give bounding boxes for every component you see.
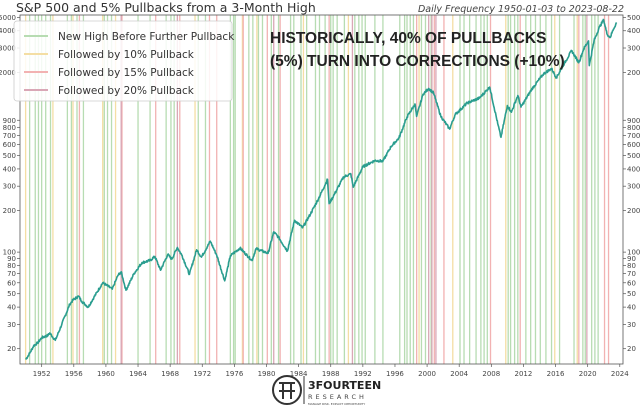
y-tick-label-right: 40 bbox=[627, 304, 636, 312]
y-tick-label-right: 400 bbox=[627, 165, 640, 173]
y-tick-label-right: 5000 bbox=[627, 14, 640, 22]
chart-subtitle: Daily Frequency 1950-01-03 to 2023-08-22 bbox=[418, 4, 624, 15]
y-tick-label-left: 700 bbox=[3, 132, 16, 140]
y-tick-label-right: 90 bbox=[627, 255, 636, 263]
y-tick-label-left: 30 bbox=[7, 321, 16, 329]
y-tick-label-right: 80 bbox=[627, 262, 636, 270]
y-tick-label-left: 200 bbox=[3, 207, 16, 215]
y-tick-label-left: 3000 bbox=[0, 45, 16, 53]
y-tick-label-left: 800 bbox=[3, 124, 16, 132]
y-tick-label-right: 30 bbox=[627, 321, 636, 329]
y-tick-label-left: 100 bbox=[3, 249, 16, 257]
x-tick-label: 1964 bbox=[129, 370, 147, 378]
x-tick-label: 1972 bbox=[193, 370, 211, 378]
y-tick-label-right: 300 bbox=[627, 183, 640, 191]
logo-circle-icon bbox=[272, 375, 302, 405]
sp500-line bbox=[24, 18, 618, 361]
legend-label: Followed by 10% Pullback bbox=[58, 49, 195, 61]
x-tick-label: 1952 bbox=[33, 370, 51, 378]
x-tick-label: 2012 bbox=[515, 370, 533, 378]
axes: 1952 1956 1960 1964 1968 1972 1976 1980 1984 1988… bbox=[0, 14, 640, 378]
y-tick-label-left: 600 bbox=[3, 141, 16, 149]
x-tick-label: 2000 bbox=[418, 370, 436, 378]
chart-title: S&P 500 and 5% Pullbacks from a 3-Month … bbox=[16, 0, 316, 15]
logo-tagline: MANAGE RISK. EXPLOIT OPPORTUNITY bbox=[308, 402, 365, 406]
y-tick-label-right: 20 bbox=[627, 345, 636, 353]
y-tick-label-right: 4000 bbox=[627, 27, 640, 35]
y-tick-label-left: 40 bbox=[7, 304, 16, 312]
y-tick-label-left: 400 bbox=[3, 165, 16, 173]
y-tick-label-right: 700 bbox=[627, 132, 640, 140]
logo-sub: RESEARCH bbox=[308, 393, 367, 401]
y-tick-label-right: 200 bbox=[627, 207, 640, 215]
x-tick-label: 1980 bbox=[258, 370, 276, 378]
x-tick-label: 1992 bbox=[354, 370, 372, 378]
plot-frame bbox=[19, 14, 624, 365]
y-tick-label-left: 5000 bbox=[0, 14, 16, 22]
x-tick-label: 1996 bbox=[386, 370, 404, 378]
legend-label: New High Before Further Pullback bbox=[58, 31, 235, 43]
y-tick-label-right: 50 bbox=[627, 290, 636, 298]
y-tick-label-right: 900 bbox=[627, 117, 640, 125]
x-tick-label: 1960 bbox=[97, 370, 115, 378]
y-tick-label-right: 500 bbox=[627, 152, 640, 160]
legend-box bbox=[13, 20, 233, 102]
y-tick-label-left: 2000 bbox=[0, 69, 16, 77]
y-tick-label-left: 80 bbox=[7, 262, 16, 270]
y-tick-label-right: 600 bbox=[627, 141, 640, 149]
y-tick-label-left: 20 bbox=[7, 345, 16, 353]
x-tick-label: 2004 bbox=[450, 370, 468, 378]
x-tick-label: 1956 bbox=[65, 370, 83, 378]
legend-label: Followed by 20% Pullback bbox=[58, 85, 195, 97]
y-tick-label-left: 300 bbox=[3, 183, 16, 191]
y-tick-label-right: 60 bbox=[627, 279, 636, 287]
x-tick-label: 1984 bbox=[290, 370, 308, 378]
y-tick-label-left: 90 bbox=[7, 255, 16, 263]
x-tick-label: 2008 bbox=[482, 370, 500, 378]
y-tick-label-left: 900 bbox=[3, 117, 16, 125]
y-tick-label-right: 2000 bbox=[627, 69, 640, 77]
x-tick-label: 2020 bbox=[579, 370, 597, 378]
x-tick-label: 2024 bbox=[611, 370, 629, 378]
logo: 3FOURTEEN RESEARCH MANAGE RISK. EXPLOIT … bbox=[272, 375, 381, 406]
y-tick-label-left: 70 bbox=[7, 270, 16, 278]
y-tick-label-left: 60 bbox=[7, 279, 16, 287]
legend: New High Before Further Pullback Followed… bbox=[13, 20, 235, 102]
annotation-line-2: (5%) TURN INTO CORRECTIONS (+10%) bbox=[270, 53, 565, 70]
logo-glyph-icon bbox=[279, 382, 295, 399]
price-series bbox=[24, 18, 618, 361]
y-tick-label-right: 100 bbox=[627, 249, 640, 257]
y-tick-label-left: 500 bbox=[3, 152, 16, 160]
legend-label: Followed by 15% Pullback bbox=[58, 67, 195, 79]
y-tick-label-right: 800 bbox=[627, 124, 640, 132]
x-tick-label: 1976 bbox=[225, 370, 243, 378]
logo-name: 3FOURTEEN bbox=[308, 379, 381, 392]
x-tick-label: 1968 bbox=[161, 370, 179, 378]
y-tick-label-right: 70 bbox=[627, 270, 636, 278]
y-tick-label-left: 50 bbox=[7, 290, 16, 298]
y-tick-label-left: 4000 bbox=[0, 27, 16, 35]
x-tick-label: 1988 bbox=[322, 370, 340, 378]
annotation-line-1: HISTORICALLY, 40% OF PULLBACKS bbox=[270, 30, 546, 47]
x-tick-label: 2016 bbox=[547, 370, 565, 378]
y-tick-label-right: 3000 bbox=[627, 45, 640, 53]
